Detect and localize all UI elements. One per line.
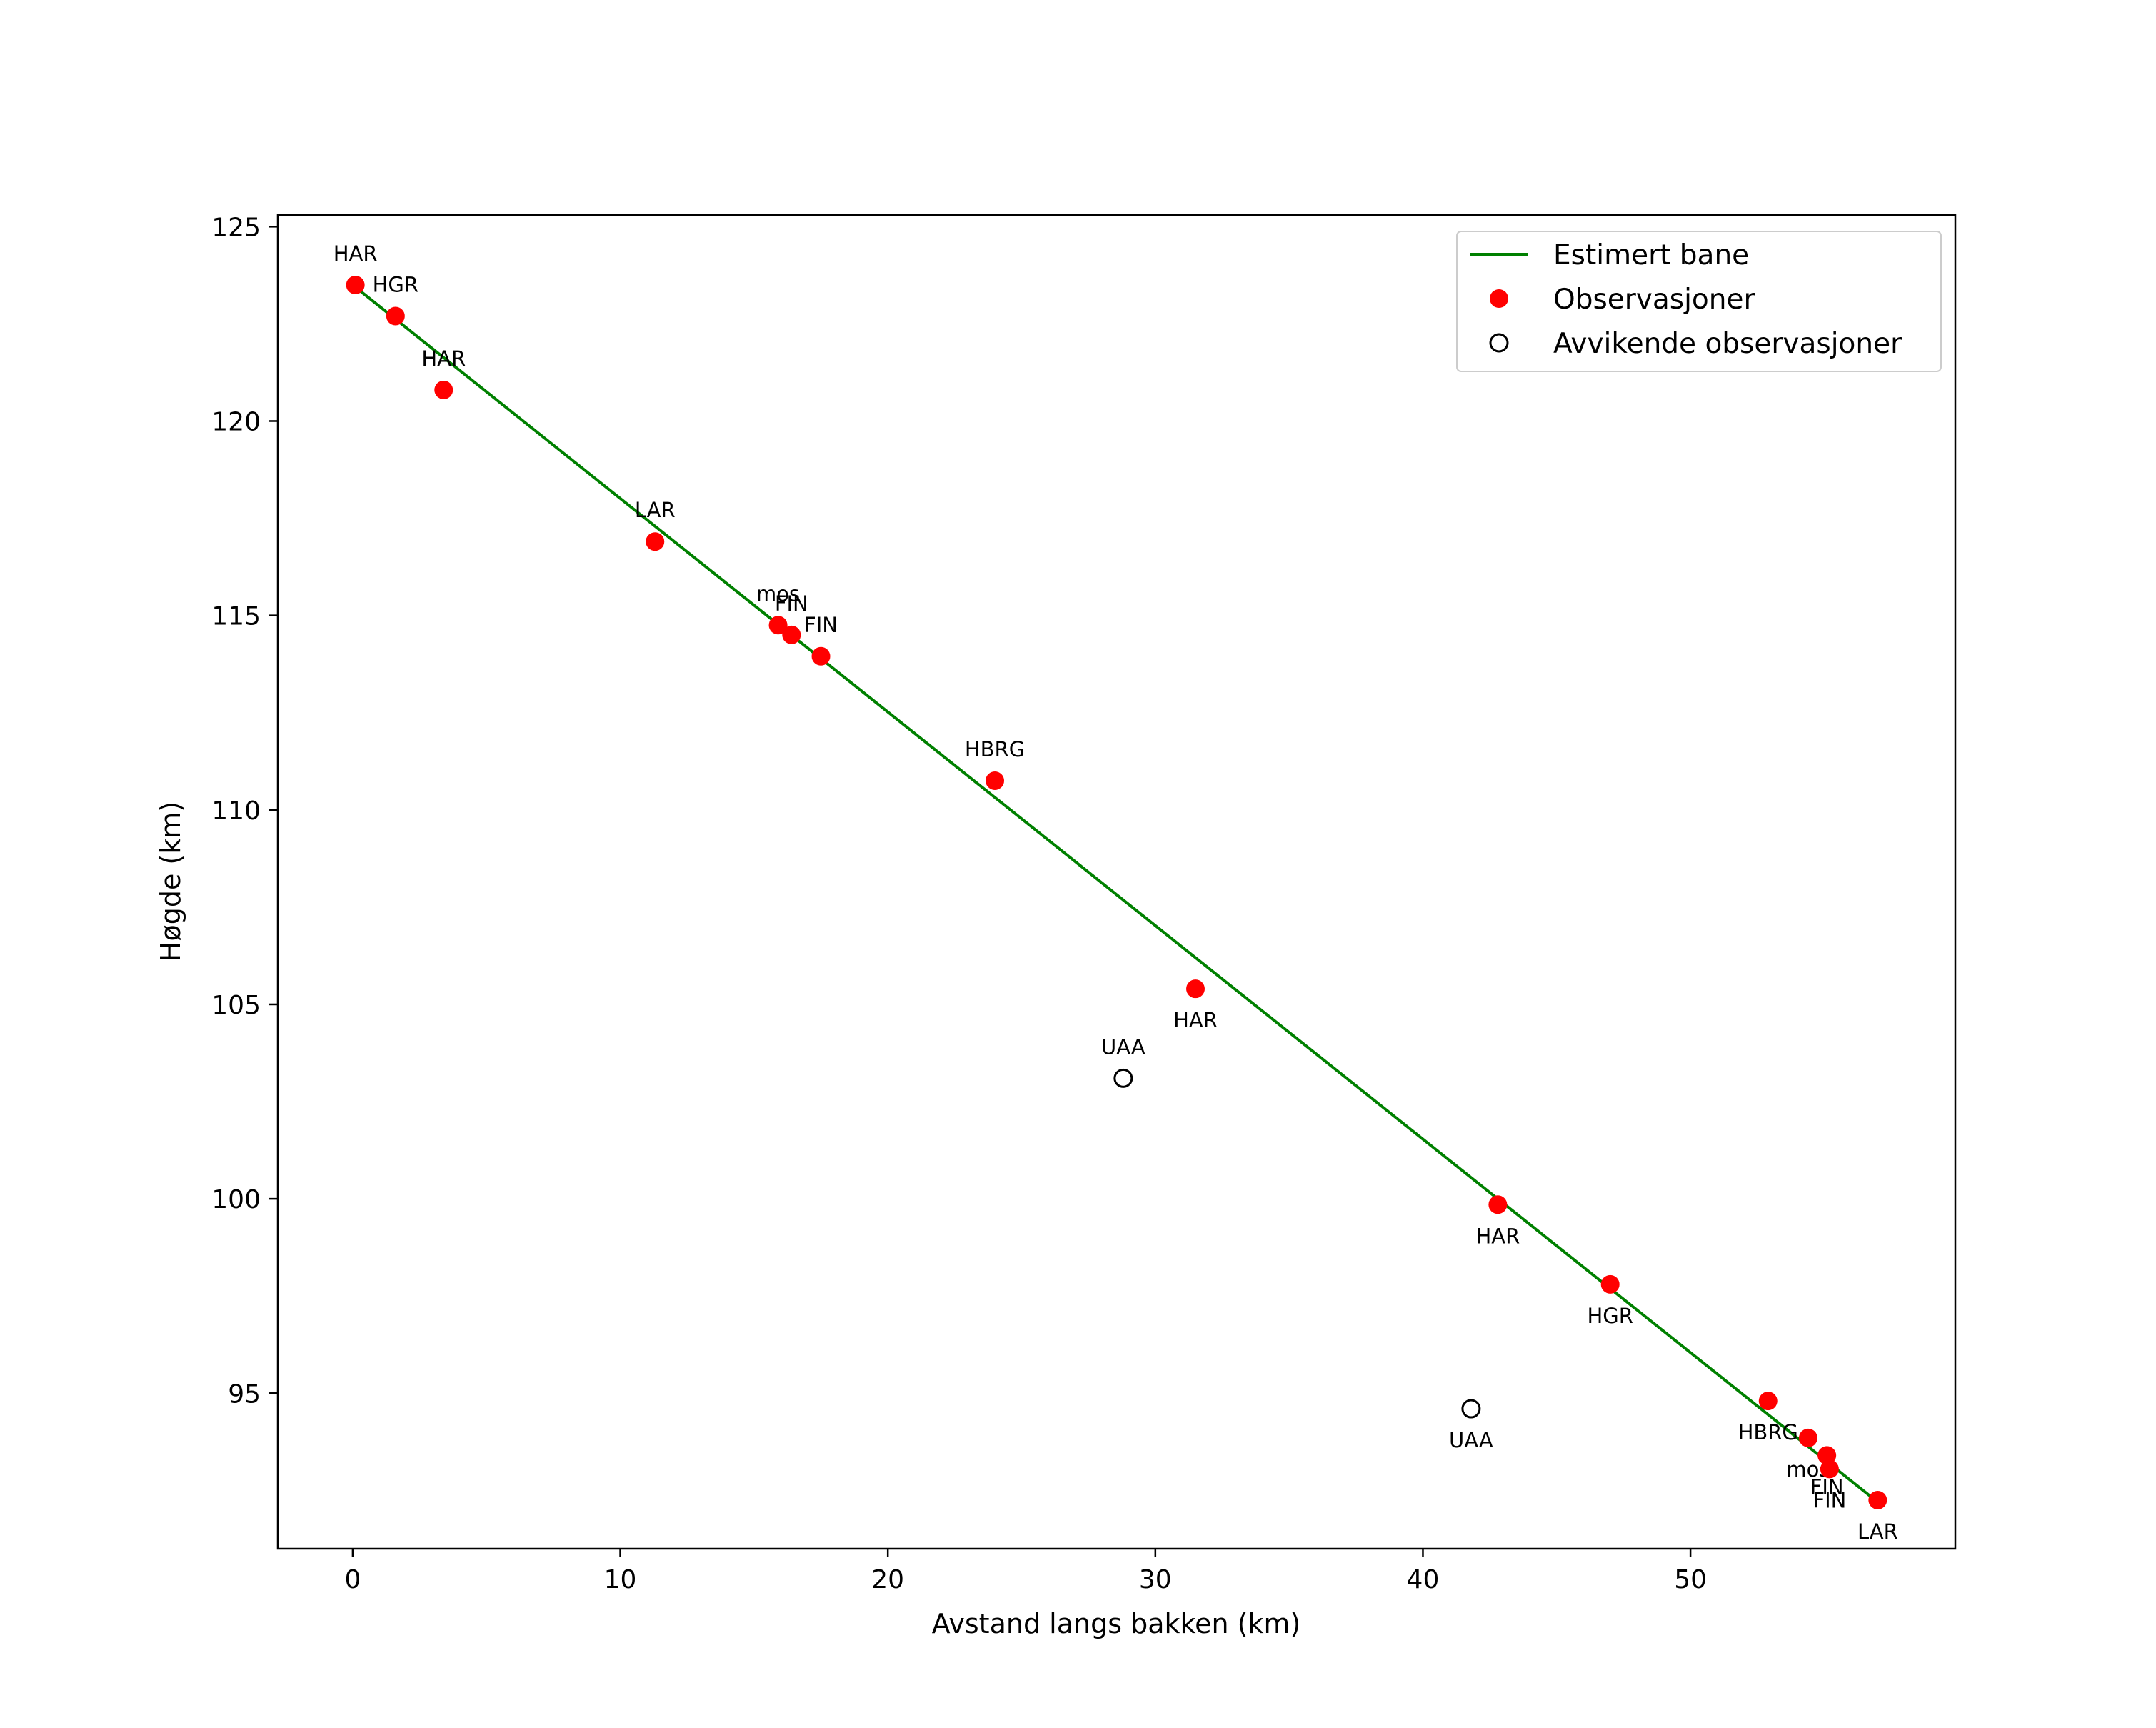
x-tick-label: 40	[1407, 1565, 1440, 1594]
observation-label: FIN	[775, 591, 808, 616]
y-tick-label: 115	[211, 602, 261, 631]
observation-point	[386, 306, 405, 326]
observation-point	[646, 532, 665, 551]
x-tick-label: 10	[604, 1565, 637, 1594]
observation-point	[768, 616, 788, 635]
y-axis-label: Høgde (km)	[155, 801, 186, 962]
observation-point	[782, 625, 801, 644]
axes: 0 10 20 30 40 50 95 100 105 110 115 120 125 Avstand…	[155, 213, 1957, 1639]
outlier-label: UAA	[1101, 1034, 1145, 1059]
legend-label-observasjoner: Observasjoner	[1553, 284, 1756, 316]
x-axis-ticks: 0 10 20 30 40 50	[344, 1549, 1707, 1594]
observation-point	[1820, 1459, 1839, 1479]
observation-label: FIN	[1810, 1474, 1844, 1499]
legend-box	[1456, 231, 1942, 372]
x-tick-label: 20	[871, 1565, 904, 1594]
observation-point	[1186, 979, 1205, 999]
observation-point	[986, 771, 1005, 790]
observation-point	[1758, 1392, 1778, 1411]
outlier-point	[1113, 1068, 1133, 1088]
observation-label: HBRG	[1738, 1420, 1798, 1444]
observation-point	[1600, 1274, 1620, 1294]
observation-label: mos	[756, 581, 800, 606]
y-axis-ticks: 95 100 105 110 115 120 125	[211, 213, 278, 1409]
outlier-label: UAA	[1449, 1428, 1493, 1452]
observation-label: HGR	[1587, 1304, 1633, 1328]
x-axis-label: Avstand langs bakken (km)	[932, 1608, 1301, 1639]
observation-label: HBRG	[965, 737, 1025, 761]
observation-point	[1868, 1490, 1887, 1509]
observation-label: HAR	[1475, 1224, 1520, 1248]
legend-observation-swatch	[1490, 289, 1508, 308]
y-tick-label: 120	[211, 407, 261, 436]
observation-label: HGR	[373, 273, 418, 297]
plot-frame	[276, 214, 1957, 1550]
legend-label-estimert-bane: Estimert bane	[1553, 239, 1749, 271]
observation-label: HAR	[1173, 1008, 1218, 1032]
observation-point	[434, 380, 453, 399]
observation-point	[1798, 1428, 1817, 1447]
y-tick-label: 100	[211, 1185, 261, 1214]
observation-label: LAR	[1857, 1519, 1898, 1544]
legend-label-avvikende-observasjoner: Avvikende observasjoner	[1553, 328, 1902, 360]
x-tick-label: 0	[344, 1565, 361, 1594]
observation-label: HAR	[334, 241, 378, 266]
observation-point	[811, 646, 831, 666]
series: HARHGRHARLARmosFINFINHBRGHARHARHGRHBRGmo…	[334, 241, 1898, 1544]
x-tick-label: 50	[1674, 1565, 1707, 1594]
observation-label: LAR	[635, 498, 676, 522]
outlier-point	[1461, 1399, 1481, 1419]
estimated-trajectory-line	[351, 284, 1879, 1504]
y-tick-label: 110	[211, 796, 261, 826]
observation-point	[1488, 1195, 1508, 1214]
y-tick-label: 105	[211, 991, 261, 1020]
observation-label: HAR	[421, 346, 466, 371]
legend-outlier-swatch	[1489, 333, 1509, 353]
legend: Estimert bane Observasjoner Avvikende ob…	[1456, 231, 1942, 372]
x-tick-label: 30	[1139, 1565, 1172, 1594]
observation-label: FIN	[1812, 1488, 1846, 1512]
y-tick-label: 125	[211, 213, 261, 242]
observation-label: FIN	[804, 613, 838, 637]
observation-point	[346, 275, 365, 294]
y-tick-label: 95	[228, 1379, 261, 1409]
